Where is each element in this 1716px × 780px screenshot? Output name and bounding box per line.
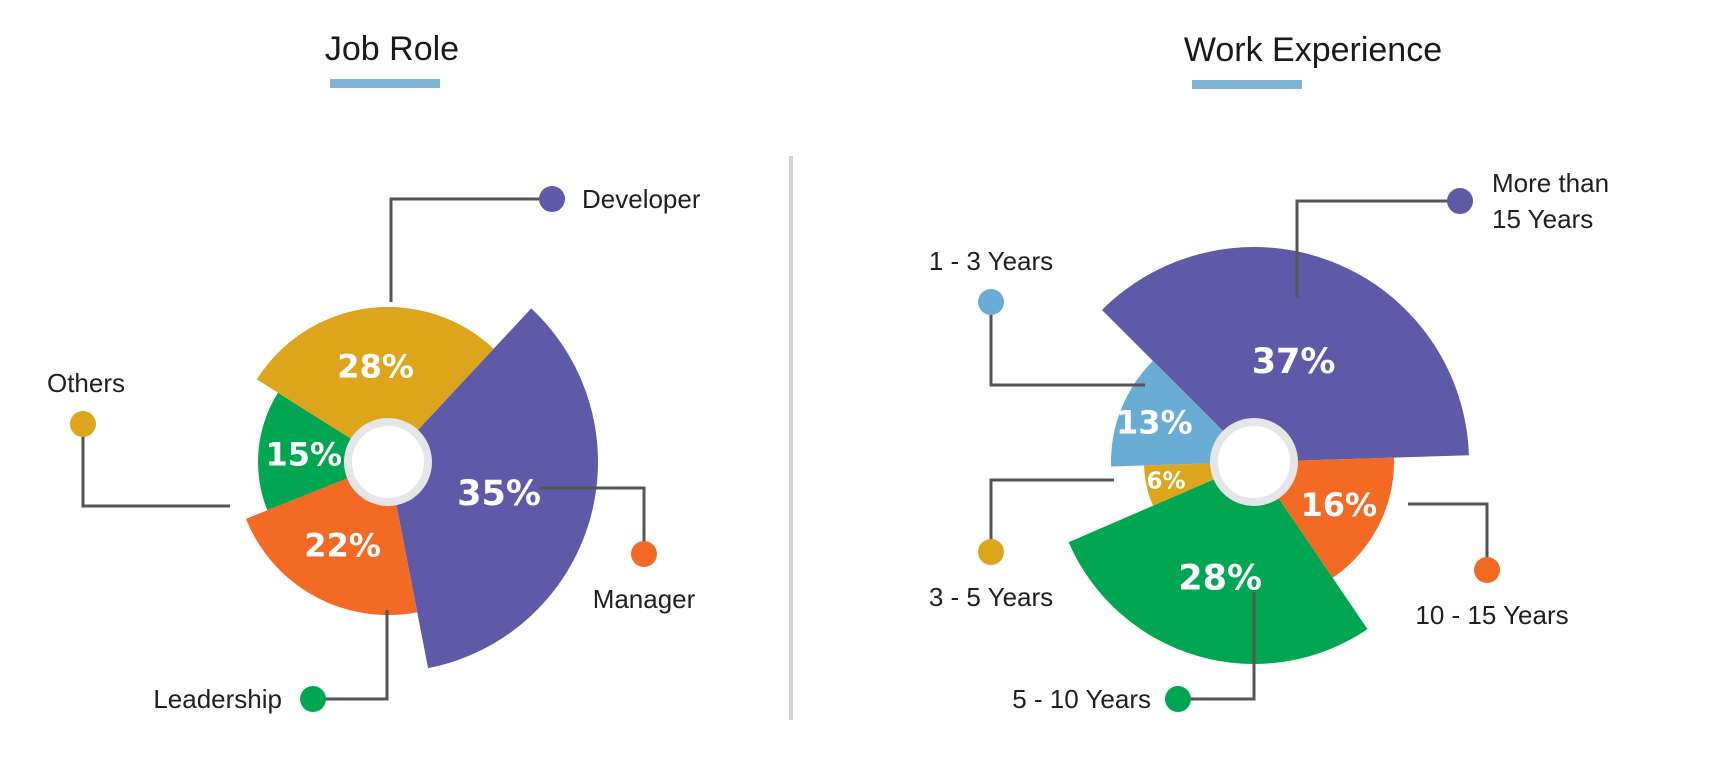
legend-dot-1-3-years: [978, 289, 1004, 315]
legend-dot-10-15-years: [1474, 557, 1500, 583]
legend-dot-others: [70, 411, 96, 437]
data-label-others: 28%: [337, 348, 414, 386]
legend-label-developer: Developer: [582, 184, 701, 214]
leader-line-developer: [389, 197, 552, 302]
leader-line-others: [81, 424, 230, 508]
legend-label-3-5-years: 3 - 5 Years: [929, 582, 1053, 612]
leader-line-leadership: [313, 610, 389, 701]
pie-center-hole: [344, 418, 432, 506]
legend-label-others: Others: [47, 368, 125, 398]
data-label-5-10-years: 28%: [1178, 558, 1262, 598]
data-label-more-than-15-years: 37%: [1252, 342, 1336, 382]
leader-line-10-15-years: [1408, 502, 1489, 570]
chart-divider: [789, 156, 793, 720]
legend-label-10-15-years: 10 - 15 Years: [1415, 600, 1568, 630]
data-label-manager: 22%: [304, 526, 381, 564]
legend-dot-leadership: [300, 686, 326, 712]
data-label-1-3-years: 13%: [1116, 404, 1193, 442]
pie-chart-job-role: 35% 22% 15% 28% Developer Manager Leadership Ot…: [47, 184, 701, 714]
data-label-leadership: 15%: [266, 435, 343, 473]
chart-title-job-role: Job Role: [325, 30, 459, 68]
title-underline-work-experience: [1192, 80, 1302, 89]
legend-label-5-10-years: 5 - 10 Years: [1012, 684, 1151, 714]
pie-slice-more-than-15-years: [1101, 246, 1469, 462]
legend-label-more-than-15-years: More than 15 Years: [1492, 168, 1609, 234]
data-label-developer: 35%: [457, 474, 541, 514]
pie-slice-others: [256, 306, 494, 462]
pie-slice-5-10-years: [1068, 462, 1368, 665]
data-label-10-15-years: 16%: [1301, 486, 1378, 524]
pie-center-hole: [1210, 418, 1298, 506]
legend-dot-5-10-years: [1165, 686, 1191, 712]
data-label-3-5-years: 6%: [1146, 469, 1185, 495]
legend-dot-3-5-years: [978, 539, 1004, 565]
legend-dot-manager: [631, 541, 657, 567]
leader-line-more-than-15-years: [1295, 199, 1460, 297]
leader-line-3-5-years: [989, 478, 1114, 552]
leader-line-manager: [540, 486, 646, 554]
legend-label-manager: Manager: [593, 584, 696, 614]
leader-line-1-3-years: [989, 302, 1145, 387]
title-underline-job-role: [330, 79, 440, 88]
legend-dot-developer: [539, 186, 565, 212]
legend-dot-more-than-15-years: [1447, 188, 1473, 214]
legend-label-1-3-years: 1 - 3 Years: [929, 246, 1053, 276]
leader-line-5-10-years: [1178, 592, 1256, 701]
pie-chart-work-experience: 37% 16% 28% 6% 13% More than 15 Years 10 - 15 Y…: [929, 168, 1609, 714]
pie-slice-leadership: [258, 392, 388, 511]
pie-slice-developer: [388, 308, 598, 669]
legend-label-leadership: Leadership: [153, 684, 282, 714]
chart-title-work-experience: Work Experience: [1184, 31, 1442, 69]
